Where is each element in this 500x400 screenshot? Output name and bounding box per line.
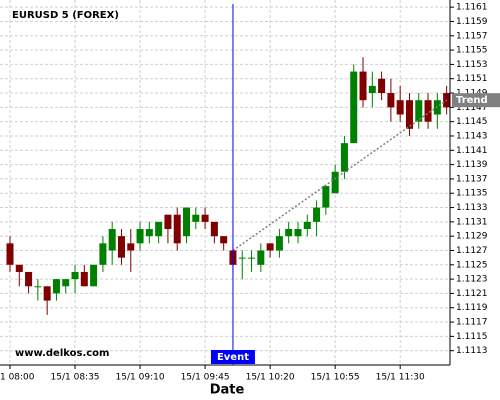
candle-body <box>396 100 404 115</box>
candle-body <box>322 186 330 208</box>
watermark: www.delkos.com <box>15 348 109 359</box>
event-label-box <box>210 350 255 364</box>
candle-body <box>127 243 135 251</box>
candle-body <box>71 271 79 280</box>
x-tick-label: 15/1 08:00 <box>0 373 35 383</box>
candle-body <box>108 229 116 251</box>
candle-body <box>266 243 274 251</box>
y-tick-label: 1.1151 <box>456 74 488 84</box>
candle-body <box>359 71 367 101</box>
candle-body <box>294 229 302 237</box>
y-tick-label: 1.1153 <box>456 60 488 70</box>
y-tick-label: 1.1145 <box>456 117 488 127</box>
y-tick-label: 1.1123 <box>456 275 488 285</box>
y-tick-label: 1.1157 <box>456 31 488 41</box>
candle-body <box>210 221 218 237</box>
y-tick-label: 1.1143 <box>456 131 488 141</box>
candle-body <box>415 100 423 122</box>
candle-body <box>145 229 153 237</box>
y-tick-label: 1.1141 <box>456 146 488 156</box>
y-tick-label: 1.1135 <box>456 189 488 199</box>
candle-body <box>424 100 432 122</box>
candle-body <box>99 243 107 265</box>
candle-body <box>52 279 60 294</box>
candle-body <box>331 171 339 194</box>
event-label: Event <box>217 352 249 363</box>
candle-body <box>192 214 200 222</box>
y-tick-label: 1.1117 <box>456 318 488 328</box>
candle-body <box>34 286 42 288</box>
y-tick-label: 1.1147 <box>456 103 488 113</box>
candle-body <box>285 229 293 237</box>
trend-label-box <box>452 93 500 108</box>
candle-body <box>62 279 70 287</box>
y-tick-label: 1.1159 <box>456 17 488 27</box>
plot <box>6 57 451 315</box>
trend-line <box>232 99 448 252</box>
y-tick-label: 1.1121 <box>456 289 488 299</box>
x-tick-label: 15/1 09:45 <box>181 373 230 383</box>
candle-body <box>303 221 311 230</box>
candle-body <box>136 229 144 244</box>
y-tick-label: 1.1161 <box>456 3 488 13</box>
x-tick-label: 15/1 11:30 <box>376 373 425 383</box>
y-tick-label: 1.1125 <box>456 260 488 270</box>
candle-body <box>405 100 413 129</box>
candle-body <box>275 236 283 251</box>
y-tick-label: 1.1113 <box>456 346 488 356</box>
y-tick-label: 1.1139 <box>456 160 488 170</box>
candle-body <box>238 257 246 259</box>
candle-body <box>313 207 321 222</box>
candle-body <box>183 207 191 237</box>
candle-body <box>6 243 14 265</box>
candle-body <box>340 143 348 172</box>
candle-body <box>368 85 376 94</box>
candle-body <box>378 78 386 94</box>
candle-body <box>155 221 163 237</box>
candle-body <box>220 236 228 244</box>
y-tick-label: 1.1115 <box>456 332 488 342</box>
candle-body <box>164 214 172 230</box>
candle-body <box>173 214 181 244</box>
candle-body <box>248 257 256 259</box>
grid <box>0 0 450 365</box>
x-tick-label: 15/1 10:20 <box>246 373 295 383</box>
candle-body <box>350 71 358 144</box>
x-tick-label: 15/1 09:10 <box>116 373 165 383</box>
candle-body <box>117 236 125 258</box>
candle-body <box>387 93 395 108</box>
y-tick-label: 1.1119 <box>456 303 488 313</box>
y-tick-label: 1.1155 <box>456 46 488 56</box>
x-tick-label: 15/1 10:55 <box>311 373 360 383</box>
x-axis-title: Date <box>210 383 245 398</box>
y-tick-label: 1.1129 <box>456 232 488 242</box>
candle-body <box>201 214 209 222</box>
candle-body <box>25 271 33 287</box>
y-tick-label: 1.1127 <box>456 246 488 256</box>
y-tick-label: 1.1137 <box>456 174 488 184</box>
candle-body <box>80 271 88 287</box>
candle-body <box>90 264 98 287</box>
trend-label: Trend <box>456 95 488 106</box>
candle-body <box>43 286 51 301</box>
y-tick-label: 1.1133 <box>456 203 488 213</box>
x-tick-label: 15/1 08:35 <box>51 373 100 383</box>
candle-body <box>15 264 23 272</box>
candle-body <box>257 250 265 265</box>
y-tick-label: 1.1131 <box>456 217 488 227</box>
chart-title: EURUSD 5 (FOREX) <box>12 10 119 21</box>
